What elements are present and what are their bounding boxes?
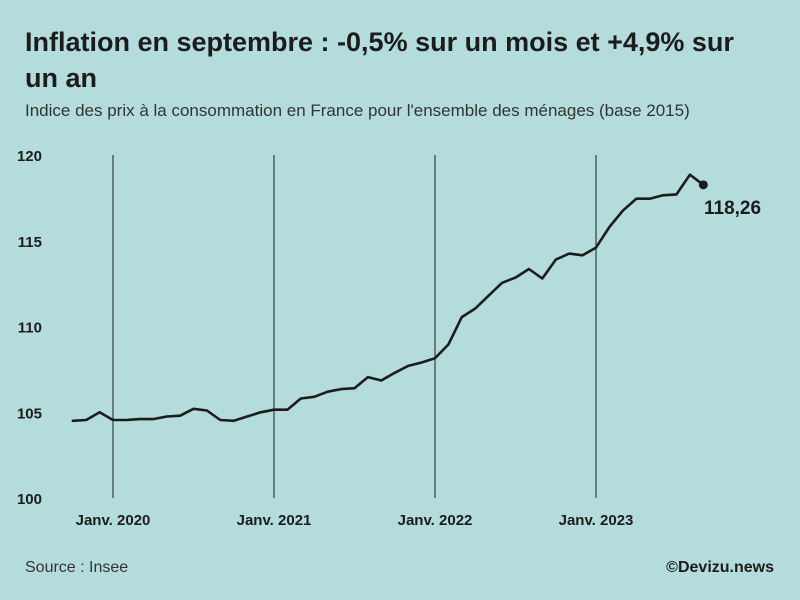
y-tick-label-115: 115 bbox=[18, 234, 42, 251]
y-tick-label-120: 120 bbox=[17, 148, 42, 165]
y-tick-label-105: 105 bbox=[17, 405, 42, 422]
x-tick-label-0: Janv. 2020 bbox=[76, 512, 151, 529]
end-value-label: 118,26 bbox=[704, 198, 761, 219]
x-tick-label-2: Janv. 2022 bbox=[398, 512, 473, 529]
source-note: Source : Insee bbox=[25, 559, 129, 576]
chart-subtitle: Indice des prix à la consommation en Fra… bbox=[25, 101, 690, 120]
y-tick-label-100: 100 bbox=[17, 491, 42, 508]
credit-note: ©Devizu.news bbox=[666, 559, 774, 576]
x-tick-label-1: Janv. 2021 bbox=[237, 512, 312, 529]
x-tick-label-3: Janv. 2023 bbox=[559, 512, 634, 529]
end-point-marker bbox=[698, 180, 708, 190]
y-tick-label-110: 110 bbox=[18, 320, 42, 337]
chart-title: Inflation en septembre : -0,5% sur un mo… bbox=[25, 27, 734, 93]
series-line bbox=[71, 173, 705, 423]
